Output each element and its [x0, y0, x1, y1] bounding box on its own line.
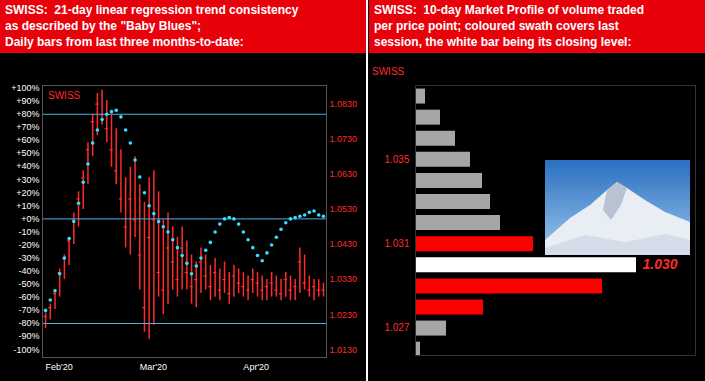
svg-text:+20%: +20% [16, 188, 39, 198]
svg-text:-50%: -50% [18, 279, 39, 289]
html-text:SWISS: 21-day linear regressio: SWISS: 21-day linear regression trend co… [5, 3, 299, 49]
svg-text:-80%: -80% [18, 318, 39, 328]
svg-text:+40%: +40% [16, 161, 39, 171]
svg-text:Mar'20: Mar'20 [140, 362, 167, 372]
svg-text:-100%: -100% [13, 345, 39, 355]
svg-text:-30%: -30% [18, 253, 39, 263]
svg-text:1.035: 1.035 [384, 154, 409, 165]
svg-text:1.0330: 1.0330 [330, 274, 358, 284]
svg-text:+30%: +30% [16, 175, 39, 185]
svg-text:-40%: -40% [18, 266, 39, 276]
svg-text:1.030: 1.030 [643, 256, 678, 272]
svg-text:1.0530: 1.0530 [330, 204, 358, 214]
svg-text:+90%: +90% [16, 96, 39, 106]
svg-text:1.0230: 1.0230 [330, 310, 358, 320]
svg-text:Apr'20: Apr'20 [243, 362, 269, 372]
svg-text:-20%: -20% [18, 240, 39, 250]
html-text:SWISS: SWISS [372, 66, 405, 77]
svg-text:1.027: 1.027 [384, 322, 409, 333]
svg-text:+10%: +10% [16, 201, 39, 211]
svg-text:-60%: -60% [18, 292, 39, 302]
svg-text:1.0430: 1.0430 [330, 239, 358, 249]
svg-text:1.0830: 1.0830 [330, 99, 358, 109]
svg-text:1.0130: 1.0130 [330, 345, 358, 355]
svg-text:+70%: +70% [16, 122, 39, 132]
svg-text:-90%: -90% [18, 331, 39, 341]
svg-text:+0%: +0% [21, 214, 39, 224]
svg-text:+100%: +100% [11, 83, 39, 93]
svg-text:+80%: +80% [16, 109, 39, 119]
svg-text:+50%: +50% [16, 148, 39, 158]
svg-text:1.0730: 1.0730 [330, 134, 358, 144]
svg-text:-70%: -70% [18, 305, 39, 315]
html-text:SWISS: 10-day Market Profile o: SWISS: 10-day Market Profile of volume t… [374, 3, 645, 49]
svg-text:1.0630: 1.0630 [330, 169, 358, 179]
html-text:SWISS: SWISS [48, 90, 81, 101]
svg-text:Feb'20: Feb'20 [46, 362, 73, 372]
svg-text:-10%: -10% [18, 227, 39, 237]
svg-text:+60%: +60% [16, 135, 39, 145]
svg-text:1.031: 1.031 [384, 238, 409, 249]
